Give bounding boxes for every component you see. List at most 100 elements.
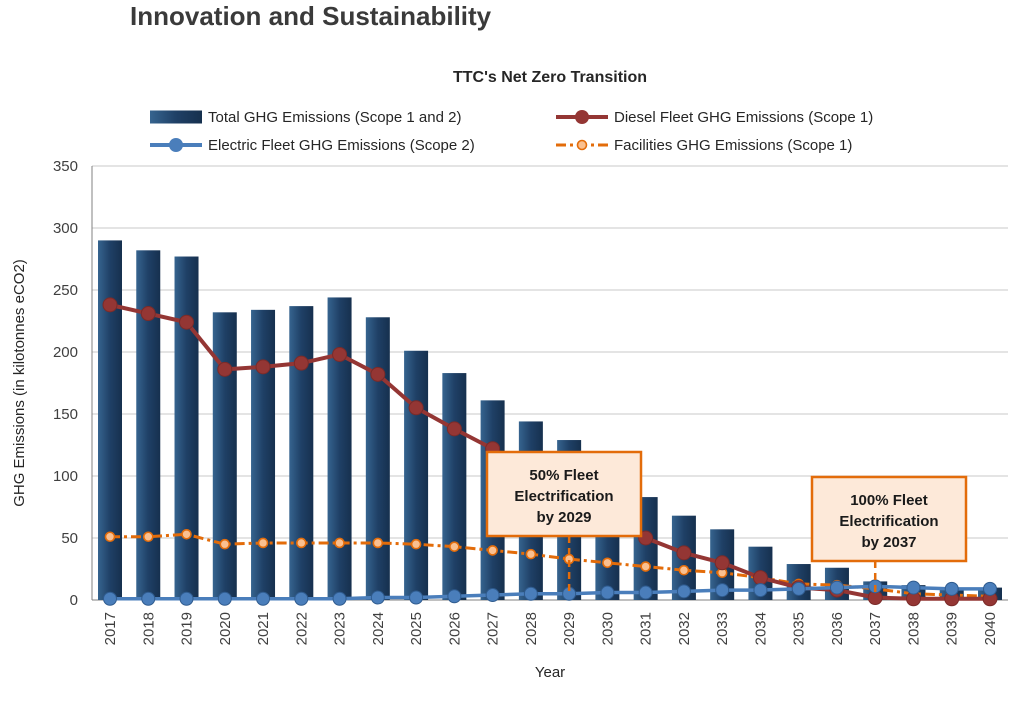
annotation-box (485, 450, 643, 538)
legend-item-0: Total GHG Emissions (Scope 1 and 2) (150, 109, 461, 126)
diesel-marker-2023 (332, 346, 348, 362)
electric-marker-2032 (676, 584, 691, 599)
diesel-marker-2024 (370, 366, 386, 382)
diesel-marker-2032 (676, 545, 692, 561)
y-tick-label: 200 (53, 344, 78, 361)
facilities-marker-2023 (334, 537, 345, 549)
x-tick-label-2017: 2017 (102, 612, 119, 645)
electric-marker-2031 (638, 585, 653, 600)
electric-marker-2030 (600, 585, 615, 600)
x-tick-label-2019: 2019 (179, 612, 196, 645)
bar-2020 (212, 312, 237, 600)
electric-marker-2018 (141, 591, 156, 606)
legend: Total GHG Emissions (Scope 1 and 2) Diese… (150, 109, 873, 154)
legend-item-3: Facilities GHG Emissions (Scope 1) (556, 137, 852, 154)
electric-marker-2036 (829, 580, 844, 595)
electric-marker-2039 (944, 581, 959, 596)
y-tick-label: 0 (70, 592, 78, 609)
x-tick-label-2037: 2037 (867, 612, 884, 645)
facilities-marker-2032 (678, 564, 690, 576)
legend-label: Diesel Fleet GHG Emissions (Scope 1) (614, 109, 873, 126)
series-electric-line (103, 579, 997, 606)
electric-marker-2023 (332, 591, 347, 606)
bar-2023 (327, 297, 352, 600)
electric-marker-2022 (294, 591, 309, 606)
diesel-marker-2021 (255, 359, 271, 375)
x-tick-label-2031: 2031 (638, 612, 655, 645)
x-tick-label-2034: 2034 (752, 612, 769, 645)
annotation-text-line: by 2029 (536, 509, 591, 526)
annotation-text-line: 50% Fleet (529, 467, 598, 484)
x-tick-label-2040: 2040 (982, 612, 999, 645)
x-axis-title: Year (535, 664, 565, 681)
x-tick-label-2027: 2027 (485, 612, 502, 645)
x-tick-label-2025: 2025 (408, 612, 425, 645)
x-tick-label-2022: 2022 (293, 612, 310, 645)
y-tick-label: 150 (53, 406, 78, 423)
diesel-marker-2018 (140, 306, 156, 322)
x-tick-label-2030: 2030 (599, 612, 616, 645)
electric-marker-2020 (217, 591, 232, 606)
electric-marker-2026 (447, 589, 462, 604)
x-tick-label-2020: 2020 (217, 612, 234, 645)
x-tick-label-2038: 2038 (905, 612, 922, 645)
y-tick-label: 50 (61, 530, 78, 547)
diesel-marker-2034 (752, 570, 768, 586)
facilities-marker-2020 (219, 538, 231, 550)
y-tick-label: 100 (53, 468, 78, 485)
legend-dashmarker-swatch (576, 139, 588, 151)
x-tick-label-2032: 2032 (676, 612, 693, 645)
x-tick-label-2024: 2024 (370, 612, 387, 645)
facilities-marker-2024 (372, 537, 384, 549)
y-tick-label: 250 (53, 282, 78, 299)
x-tick-label-2033: 2033 (714, 612, 731, 645)
facilities-marker-2026 (449, 541, 460, 552)
x-tick-label-2026: 2026 (446, 612, 463, 645)
bar-2019 (174, 256, 199, 600)
facilities-marker-2019 (181, 528, 192, 540)
y-tick-label: 350 (53, 158, 78, 175)
annotation-2029: 50% Fleet Electrification by 2029 (485, 450, 643, 596)
facilities-marker-2021 (257, 537, 269, 549)
annotation-box (810, 475, 968, 563)
facilities-marker-2022 (296, 537, 307, 549)
facilities-marker-2030 (602, 557, 613, 569)
diesel-marker-2026 (446, 421, 462, 437)
x-tick-label-2028: 2028 (523, 612, 540, 645)
legend-label: Facilities GHG Emissions (Scope 1) (614, 137, 852, 154)
x-tick-label-2035: 2035 (791, 612, 808, 645)
electric-marker-2038 (906, 580, 921, 595)
bar-2021 (251, 309, 276, 600)
annotation-text-line: Electrification (839, 513, 938, 530)
legend-marker-swatch (169, 138, 183, 152)
legend-label: Electric Fleet GHG Emissions (Scope 2) (208, 137, 475, 154)
electric-marker-2021 (256, 591, 271, 606)
bar-2017 (98, 240, 122, 600)
y-tick-label: 300 (53, 220, 78, 237)
diesel-marker-2017 (102, 297, 118, 313)
x-tick-label-2036: 2036 (829, 612, 846, 645)
bar-2018 (136, 250, 161, 600)
facilities-marker-2027 (487, 545, 498, 556)
x-axis-labels: 2017 2018 2019 2020 2021 2022 2023 2024 2025 2026… (102, 612, 999, 645)
x-tick-label-2021: 2021 (255, 612, 272, 645)
legend-marker-swatch (575, 110, 589, 124)
annotation-text-line: by 2037 (861, 534, 916, 551)
legend-bar-swatch (150, 110, 202, 124)
electric-marker-2035 (791, 581, 806, 596)
diesel-marker-2025 (408, 400, 424, 416)
facilities-marker-2031 (640, 561, 651, 572)
electric-marker-2033 (715, 583, 730, 598)
diesel-marker-2022 (293, 355, 309, 371)
legend-item-2: Electric Fleet GHG Emissions (Scope 2) (150, 137, 475, 154)
diesel-marker-2019 (179, 314, 195, 330)
bar-2024 (365, 317, 390, 600)
facilities-marker-2025 (410, 538, 422, 550)
chart-title: TTC's Net Zero Transition (453, 69, 647, 86)
annotation-2037: 100% Fleet Electrification by 2037 (810, 475, 968, 596)
facilities-marker-2018 (142, 531, 154, 543)
facilities-marker-2028 (525, 548, 537, 560)
diesel-marker-2033 (714, 555, 730, 571)
x-tick-label-2039: 2039 (944, 612, 961, 645)
